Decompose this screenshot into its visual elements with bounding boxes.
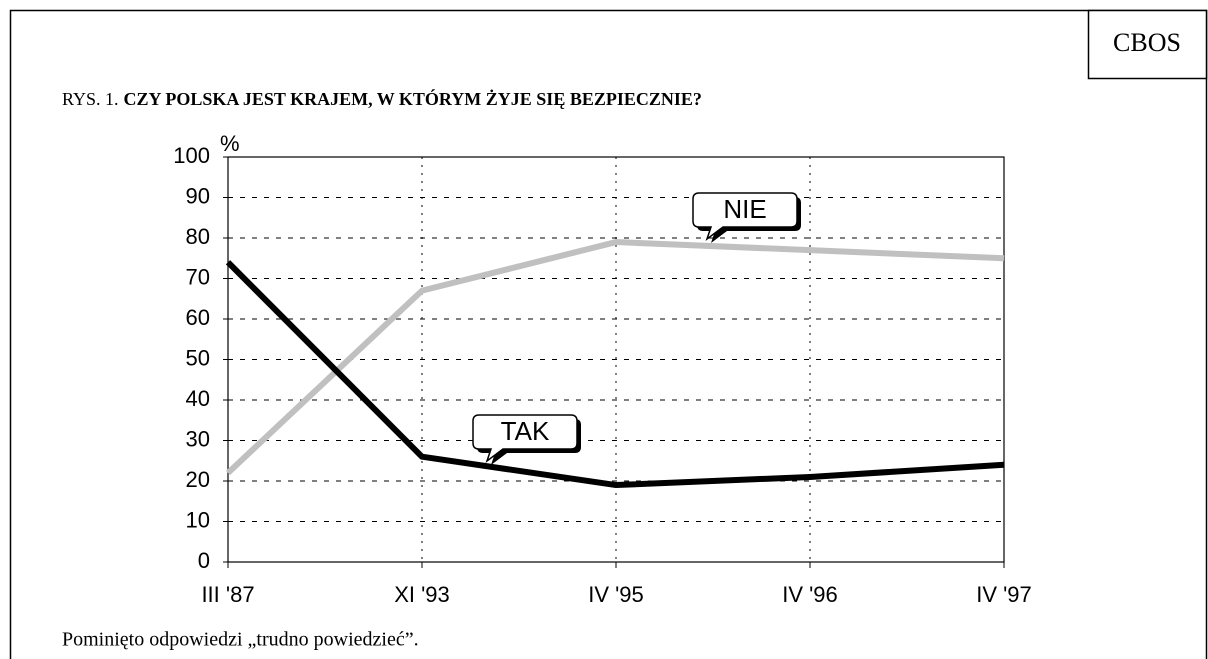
footnote: Pominięto odpowiedzi „trudno powiedzieć”… [62, 629, 419, 651]
page-frame [9, 9, 1208, 659]
x-tick-label: IV '95 [588, 582, 644, 607]
source-box [1087, 9, 1208, 80]
y-tick-label: 20 [186, 467, 210, 492]
y-axis-label: % [220, 131, 240, 156]
y-tick-label: 50 [186, 345, 210, 370]
x-tick-label: IV '96 [782, 582, 838, 607]
series-line [225, 239, 1005, 476]
y-tick-label: 80 [186, 224, 210, 249]
title: RYS. 1. CZY POLSKA JEST KRAJEM, W KTÓRYM … [62, 88, 702, 109]
title-main: CZY POLSKA JEST KRAJEM, W KTÓRYM ŻYJE SI… [124, 88, 702, 109]
legend-label: TAK [501, 416, 550, 446]
plot-frame [227, 156, 1005, 563]
callout-box [692, 192, 798, 242]
x-tick-label: IV '97 [976, 582, 1032, 607]
legend-callout: TAK [472, 414, 581, 465]
x-tick-label: XI '93 [394, 582, 450, 607]
y-tick-label: 100 [173, 143, 210, 168]
legend-label: NIE [723, 194, 766, 224]
legend-callout: NIE [692, 192, 801, 243]
series-line [225, 260, 1005, 489]
title-prefix: RYS. 1. [62, 89, 119, 109]
y-tick-label: 40 [186, 386, 210, 411]
y-tick-label: 30 [186, 426, 210, 451]
callout-box [472, 414, 578, 464]
source: CBOS [1113, 28, 1181, 57]
y-tick-label: 10 [186, 507, 210, 532]
y-tick-label: 60 [186, 305, 210, 330]
y-tick-label: 70 [186, 264, 210, 289]
y-tick-label: 90 [186, 183, 210, 208]
x-tick-label: III '87 [201, 582, 254, 607]
y-tick-label: 0 [198, 548, 210, 573]
